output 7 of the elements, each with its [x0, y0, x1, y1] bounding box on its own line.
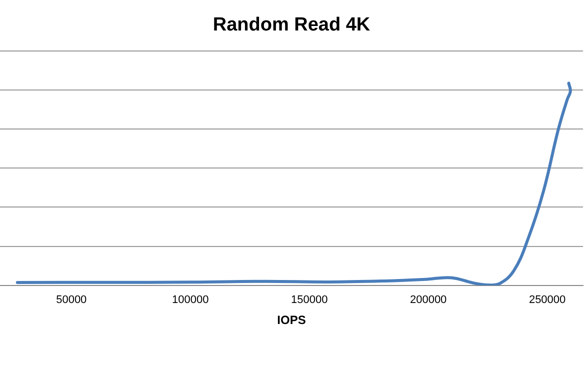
- chart-title: Random Read 4K: [212, 14, 370, 36]
- x-tick-label: 50000: [56, 294, 87, 306]
- x-tick-label: 150000: [290, 294, 328, 306]
- x-tick-label: 100000: [172, 294, 209, 306]
- x-tick-label: 250000: [528, 294, 566, 306]
- x-axis-title: IOPS: [277, 313, 306, 328]
- x-tick-label: 200000: [410, 294, 447, 306]
